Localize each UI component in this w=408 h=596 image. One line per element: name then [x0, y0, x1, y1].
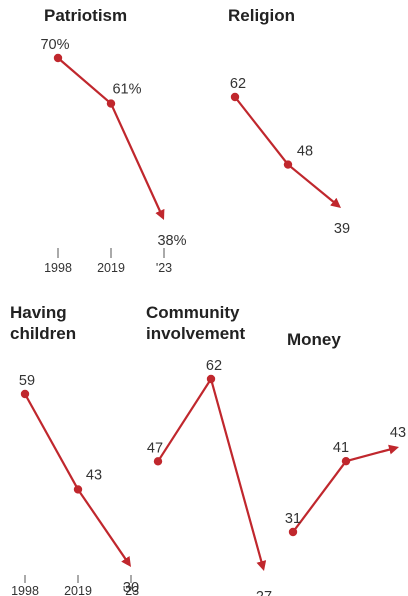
data-label: 62	[206, 358, 222, 374]
title-line: Community	[146, 303, 240, 322]
data-label: 70%	[40, 37, 69, 53]
x-tick-label: 2019	[64, 584, 92, 596]
data-label: 47	[147, 440, 163, 456]
x-tick-label: '23	[156, 261, 172, 275]
data-label: 59	[19, 373, 35, 389]
data-point	[20, 389, 30, 399]
data-point	[153, 457, 163, 466]
panel-patriotism: Patriotism 70% 61% 38% 1998 2019 '23	[40, 6, 186, 275]
data-label: 30	[123, 580, 139, 596]
series-line-segment	[157, 378, 212, 462]
data-label: 62	[230, 76, 246, 92]
series-line-segment	[292, 460, 347, 533]
series-line-segment	[109, 103, 165, 221]
data-label: 48	[297, 144, 313, 160]
panel-religion: Religion 62 48 39	[228, 6, 350, 237]
title-line: Money	[287, 330, 341, 349]
title-line: children	[10, 324, 76, 343]
data-label: 31	[285, 511, 301, 527]
data-point	[341, 456, 351, 466]
panel-money: Money 31 41 43	[285, 330, 406, 537]
data-point	[206, 374, 216, 384]
panel-title: Religion	[228, 6, 295, 25]
title-line: involvement	[146, 324, 246, 343]
panel-title: Patriotism	[44, 6, 127, 25]
data-label: 61%	[112, 82, 141, 98]
series-line-segment	[77, 488, 132, 568]
panel-title: Having children	[10, 303, 76, 343]
data-point	[106, 99, 116, 108]
data-label: 43	[390, 425, 406, 441]
panel-title: Money	[287, 330, 341, 349]
x-tick-label: '23	[123, 584, 139, 596]
panel-community-involvement: Community involvement 47 62 27	[146, 303, 272, 596]
title-line: Religion	[228, 6, 295, 25]
series-line-segment	[209, 378, 267, 572]
x-tick-label: 1998	[44, 261, 72, 275]
data-label: 27	[256, 589, 272, 596]
x-tick-label: 1998	[11, 584, 39, 596]
panel-title: Community involvement	[146, 303, 246, 343]
data-point	[73, 485, 83, 494]
title-line: Having	[10, 303, 67, 322]
series-line-segment	[234, 96, 289, 166]
panel-having-children: Having children 59 43 30 1998 2019 '23	[10, 303, 139, 596]
data-point	[283, 160, 293, 169]
data-label: 39	[334, 221, 350, 237]
data-label: 43	[86, 467, 102, 483]
data-label: 41	[333, 440, 349, 456]
data-label: 38%	[157, 233, 186, 249]
series-line-segment	[57, 57, 112, 105]
data-point	[53, 53, 63, 63]
series-line-segment	[345, 444, 400, 463]
data-point	[230, 92, 240, 102]
series-line-segment	[287, 163, 342, 209]
series-line-segment	[24, 393, 79, 490]
x-tick-label: 2019	[97, 261, 125, 275]
title-line: Patriotism	[44, 6, 127, 25]
data-point	[288, 527, 298, 537]
